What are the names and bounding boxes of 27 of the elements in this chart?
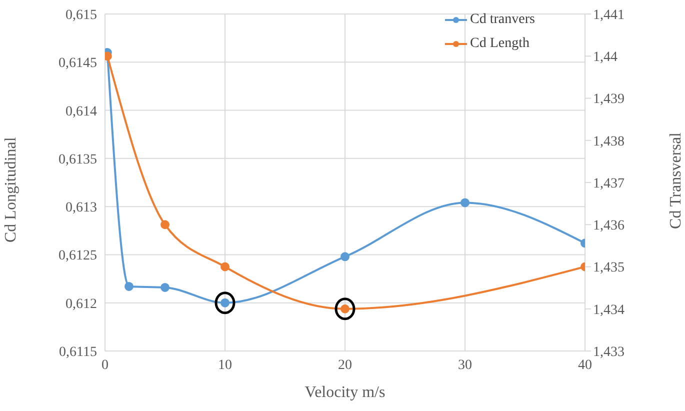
legend-label: Cd tranvers <box>470 12 535 28</box>
y2-axis-title: Cd Transversal <box>668 132 685 229</box>
y2-tick-label: 1,438 <box>593 134 624 150</box>
y2-tick-label: 1,44 <box>593 50 618 66</box>
y-tick-label: 0,614 <box>66 104 97 120</box>
y2-tick-label: 1,436 <box>593 218 624 234</box>
y2-tick-label: 1,439 <box>593 92 624 108</box>
y2-tick-label: 1,441 <box>593 8 624 23</box>
y-tick-label: 0,6115 <box>59 344 97 360</box>
y2-tick-label: 1,433 <box>593 344 624 360</box>
y-tick-label: 0,6125 <box>58 248 97 264</box>
y2-tick-label: 1,434 <box>593 302 624 318</box>
y-axis-title: Cd Longitudinal <box>2 136 20 242</box>
x-tick-label: 10 <box>218 358 232 373</box>
legend-label: Cd Length <box>470 36 530 52</box>
y-tick-label: 0,613 <box>66 200 97 216</box>
x-tick-label: 40 <box>578 358 592 373</box>
x-tick-label: 20 <box>338 358 352 373</box>
y-tick-label: 0,612 <box>66 296 97 312</box>
x-tick-label: 0 <box>102 358 108 373</box>
y-tick-label: 0,615 <box>66 8 97 23</box>
x-tick-label: 30 <box>458 358 472 373</box>
y2-tick-label: 1,437 <box>593 176 624 192</box>
y-tick-label: 0,6135 <box>58 152 97 168</box>
x-axis-title: Velocity m/s <box>304 384 386 401</box>
y-tick-label: 0,6145 <box>58 56 97 72</box>
y2-tick-label: 1,435 <box>593 260 624 276</box>
